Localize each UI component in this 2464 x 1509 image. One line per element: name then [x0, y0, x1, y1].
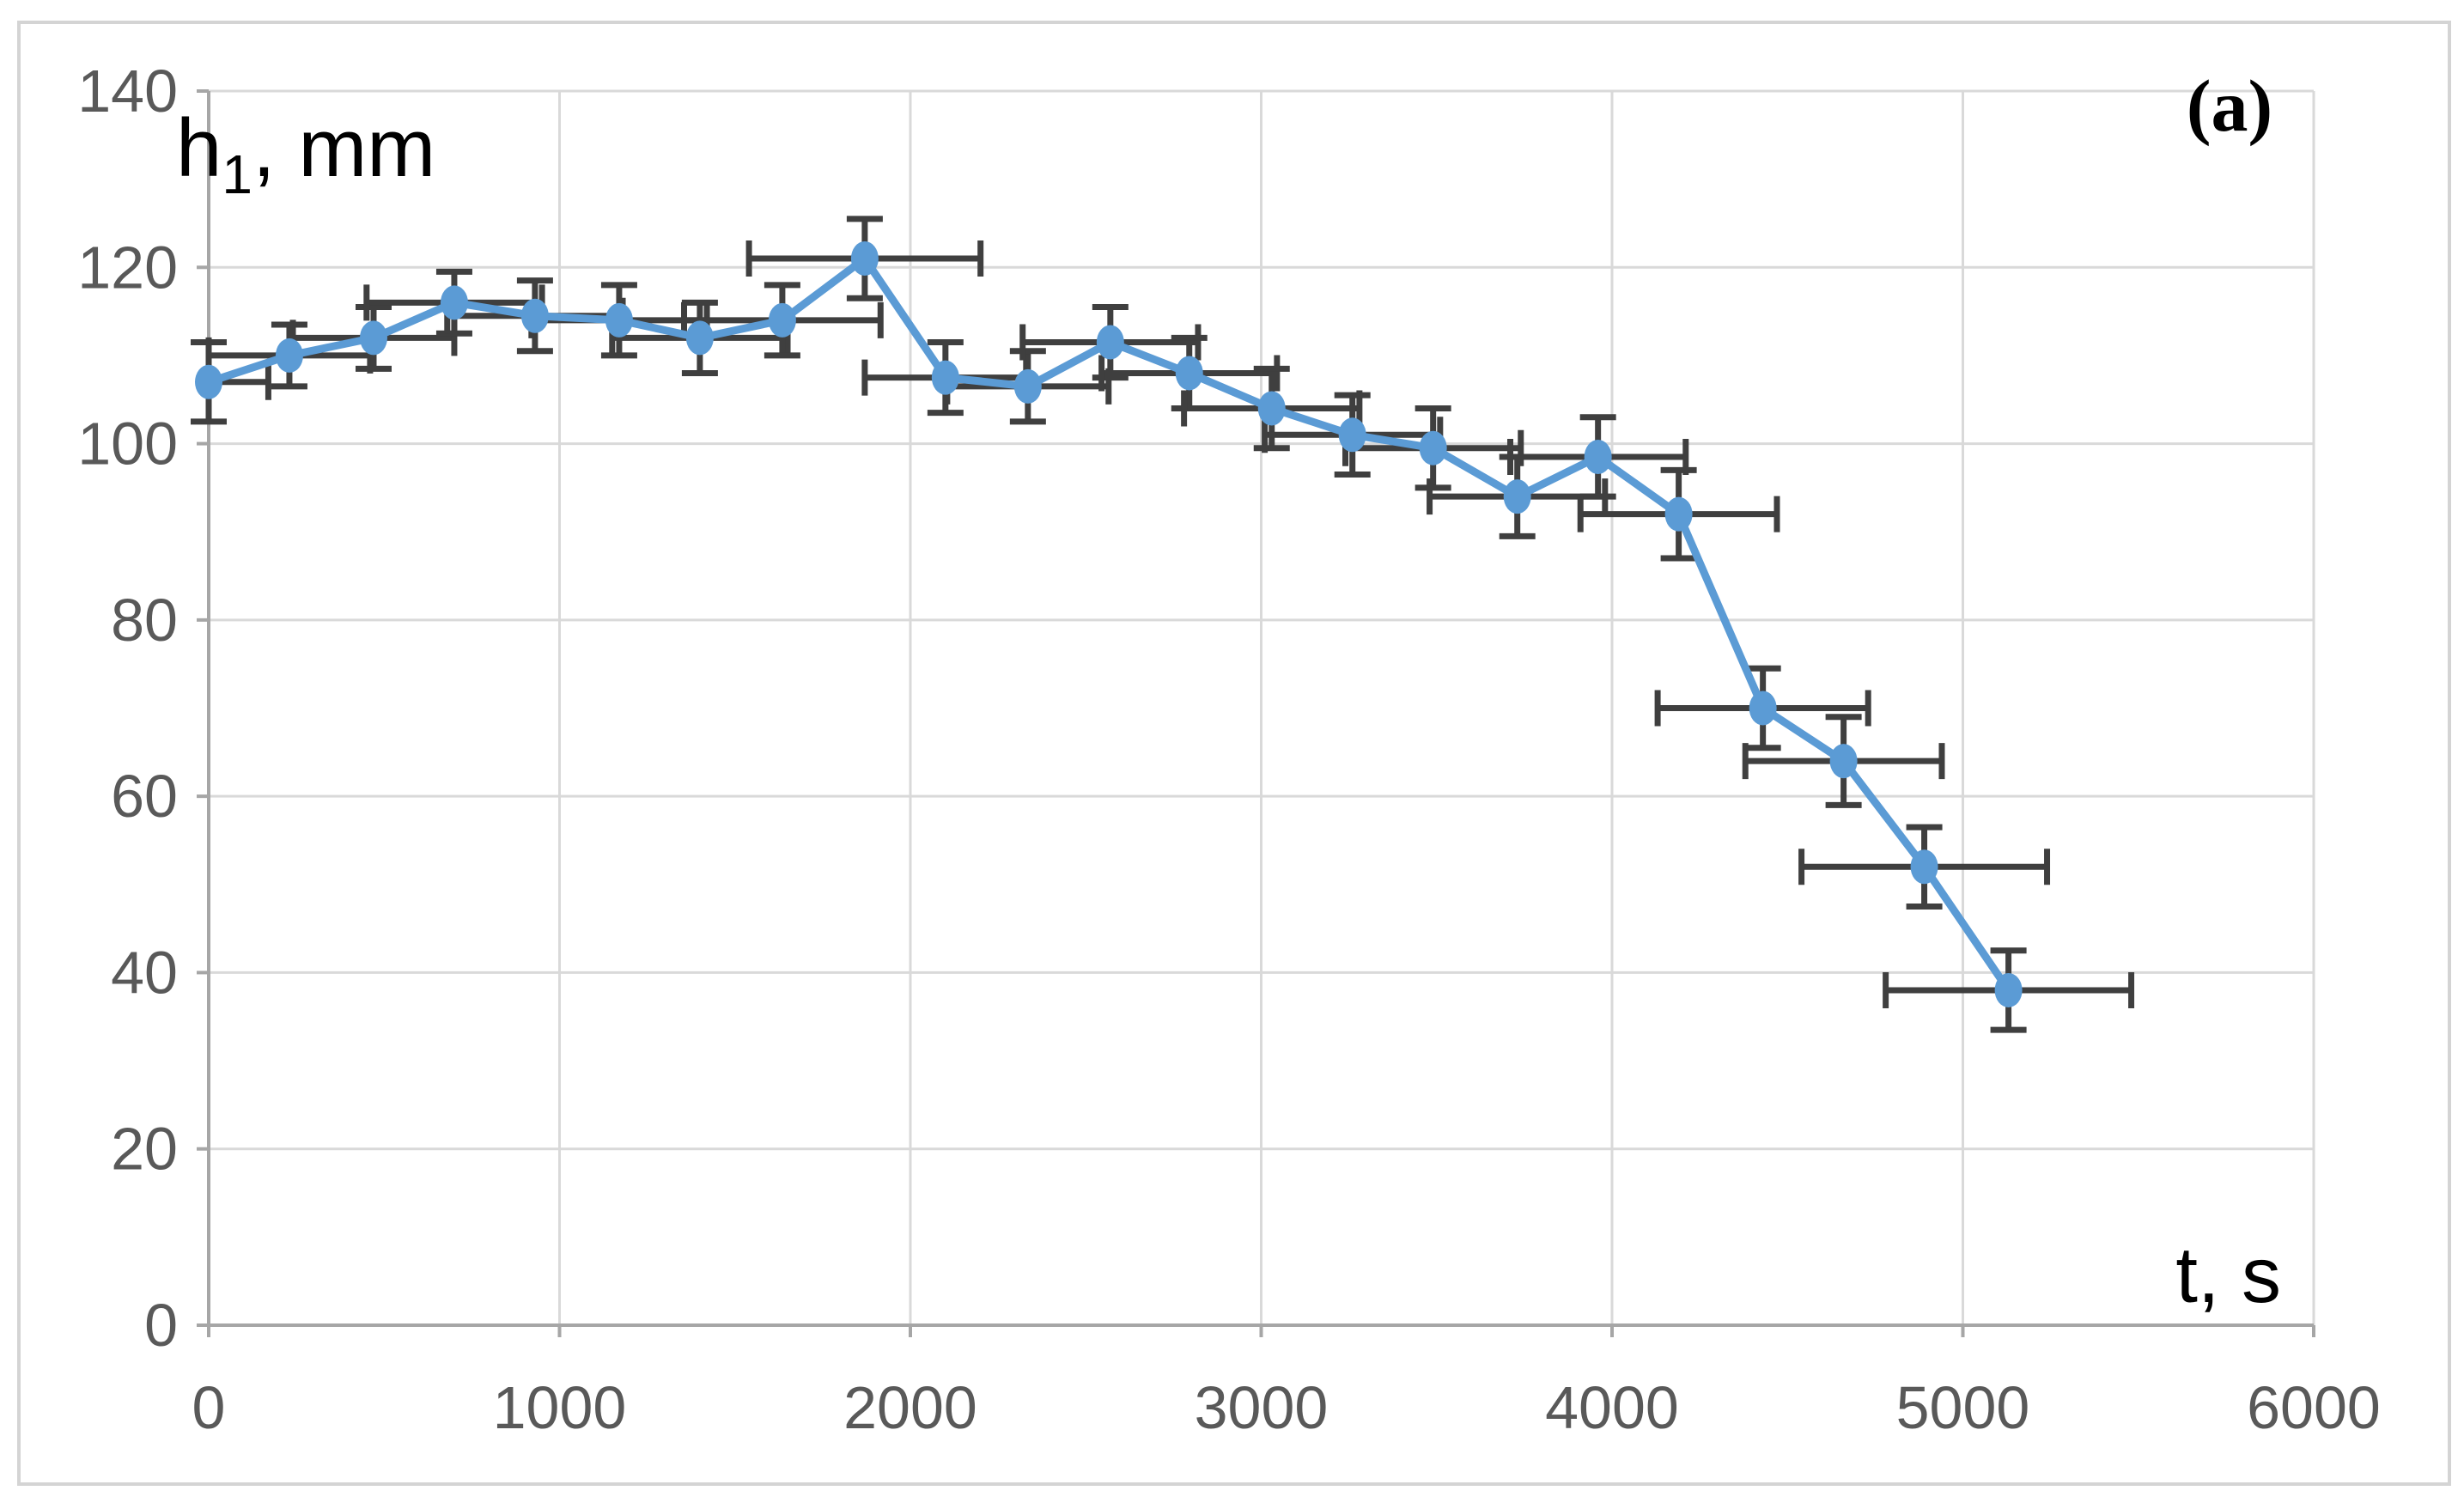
data-point-marker	[685, 320, 714, 356]
data-point-marker	[440, 285, 468, 320]
y-axis-title-unit: , mm	[252, 102, 435, 194]
data-point-marker	[1749, 691, 1777, 726]
data-point-marker	[275, 338, 303, 373]
data-point-marker	[1503, 479, 1531, 514]
y-tick-label: 100	[77, 411, 178, 478]
data-point-marker	[931, 360, 959, 395]
y-tick-label: 140	[77, 58, 178, 125]
data-point-marker	[1419, 430, 1447, 465]
y-tick-label: 20	[111, 1116, 178, 1183]
data-point-marker	[1257, 391, 1286, 426]
data-point-marker	[605, 302, 633, 338]
data-point-marker	[1096, 325, 1124, 360]
data-point-marker	[1013, 368, 1042, 404]
y-axis-title-sub: 1	[222, 143, 252, 205]
data-point-marker	[1175, 356, 1203, 391]
y-tick-label: 40	[111, 939, 178, 1006]
x-tick-label: 0	[192, 1374, 226, 1441]
data-point-marker	[1910, 849, 1938, 885]
data-point-marker	[195, 364, 222, 399]
y-tick-label: 0	[144, 1292, 178, 1359]
x-tick-label: 3000	[1195, 1374, 1329, 1441]
panel-label: (a)	[2187, 64, 2272, 147]
y-tick-label: 80	[111, 587, 178, 654]
x-tick-label: 6000	[2247, 1374, 2381, 1441]
x-tick-label: 2000	[843, 1374, 977, 1441]
data-point-marker	[1664, 496, 1693, 532]
y-axis-title: h1, mm	[176, 102, 435, 205]
data-point-marker	[850, 241, 879, 277]
x-tick-label: 4000	[1545, 1374, 1679, 1441]
data-point-marker	[768, 302, 796, 338]
x-tick-label: 5000	[1896, 1374, 2030, 1441]
data-point-marker	[1829, 744, 1858, 779]
data-point-marker	[1338, 417, 1366, 453]
x-tick-label: 1000	[493, 1374, 627, 1441]
data-point-marker	[359, 320, 387, 356]
data-point-marker	[1994, 972, 2023, 1007]
y-axis-title-main: h	[176, 102, 222, 194]
figure-border	[17, 21, 2451, 1486]
data-point-marker	[1584, 439, 1612, 474]
data-point-marker	[520, 298, 549, 333]
y-tick-label: 120	[77, 234, 178, 301]
y-tick-label: 60	[111, 763, 178, 830]
x-axis-title: t, s	[2175, 1232, 2281, 1319]
